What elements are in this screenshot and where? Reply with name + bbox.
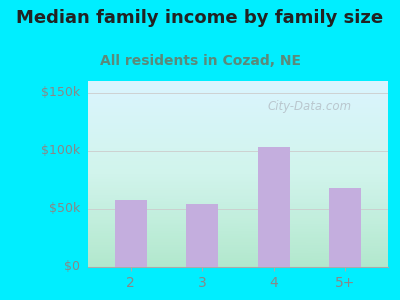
Text: All residents in Cozad, NE: All residents in Cozad, NE bbox=[100, 54, 300, 68]
Text: $150k: $150k bbox=[41, 86, 80, 99]
Bar bbox=[115, 200, 147, 267]
Bar bbox=[258, 147, 290, 267]
Text: $100k: $100k bbox=[41, 144, 80, 157]
Bar bbox=[329, 188, 361, 267]
Bar bbox=[186, 204, 218, 267]
Text: $0: $0 bbox=[64, 260, 80, 274]
Text: $50k: $50k bbox=[49, 202, 80, 215]
Text: Median family income by family size: Median family income by family size bbox=[16, 9, 384, 27]
Text: City-Data.com: City-Data.com bbox=[268, 100, 352, 112]
